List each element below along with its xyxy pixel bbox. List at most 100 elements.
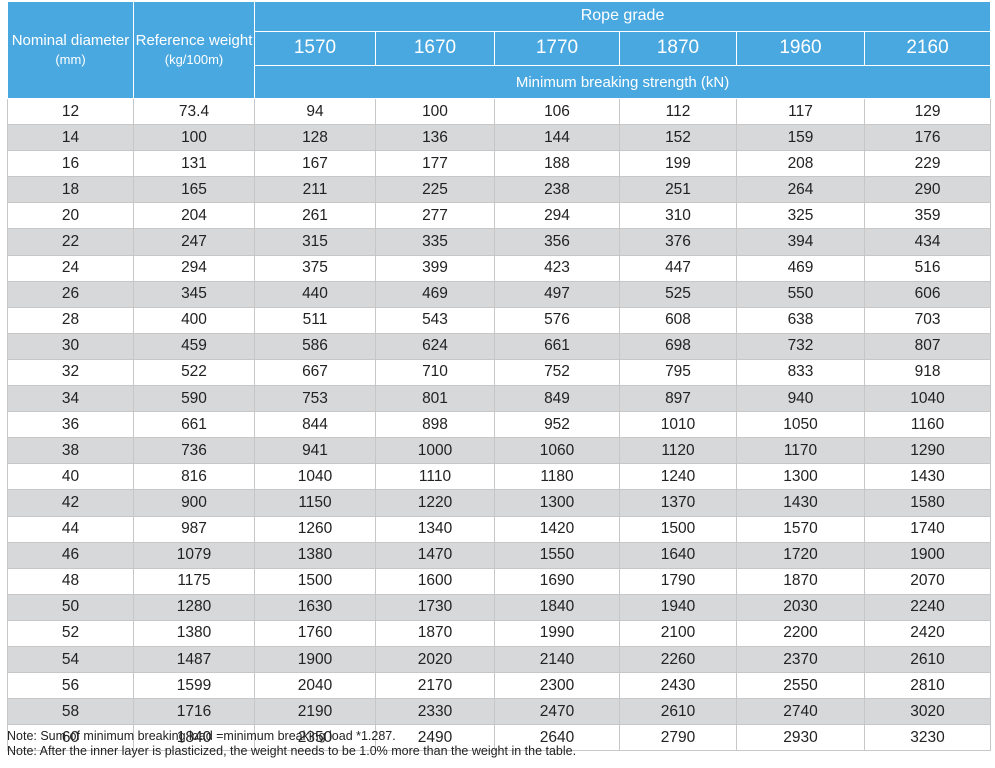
table-row: 14 100 128 136 144 152 159 176 [7, 124, 992, 152]
min-breaking-strength-header: Minimum breaking strength (kN) [253, 65, 992, 99]
table-row: 60 1840 2350 2490 2640 2790 2930 3230 [7, 724, 992, 752]
cell-grade-1570: 2190 [254, 698, 376, 726]
cell-reference-weight: 294 [133, 254, 255, 282]
cell-grade-2160: 606 [863, 280, 992, 308]
cell-grade-1870: 199 [619, 150, 737, 178]
rope-grade-header: Rope grade [253, 1, 992, 32]
cell-grade-1670: 543 [375, 306, 495, 334]
cell-grade-2160: 434 [863, 228, 992, 256]
cell-grade-1960: 469 [736, 254, 865, 282]
cell-reference-weight: 1380 [133, 619, 255, 647]
cell-grade-1870: 1010 [619, 411, 737, 439]
cell-grade-1770: 238 [494, 176, 620, 204]
table-row: 42 900 1150 1220 1300 1370 1430 1580 [7, 489, 992, 517]
cell-nominal-diameter: 52 [7, 619, 134, 647]
cell-nominal-diameter: 18 [7, 176, 134, 204]
cell-grade-1770: 188 [494, 150, 620, 178]
table-row: 58 1716 2190 2330 2470 2610 2740 3020 [7, 698, 992, 726]
cell-grade-1960: 394 [736, 228, 865, 256]
cell-nominal-diameter: 56 [7, 672, 134, 700]
cell-reference-weight: 204 [133, 202, 255, 230]
rope-spec-table: Nominal diameter (mm) Reference weight (… [7, 1, 992, 752]
cell-grade-1960: 732 [736, 332, 865, 360]
cell-grade-1770: 294 [494, 202, 620, 230]
cell-nominal-diameter: 46 [7, 541, 134, 569]
cell-nominal-diameter: 22 [7, 228, 134, 256]
cell-grade-2160: 229 [863, 150, 992, 178]
cell-grade-1960: 550 [736, 280, 865, 308]
cell-grade-1870: 251 [619, 176, 737, 204]
cell-grade-1570: 375 [254, 254, 376, 282]
cell-grade-1870: 608 [619, 306, 737, 334]
cell-grade-1670: 2330 [375, 698, 495, 726]
reference-weight-label: Reference weight [135, 32, 253, 49]
cell-grade-2160: 2610 [863, 645, 992, 674]
cell-reference-weight: 400 [133, 306, 255, 334]
cell-grade-1770: 952 [494, 411, 620, 439]
cell-grade-1670: 624 [375, 332, 495, 360]
cell-grade-1770: 1690 [494, 567, 620, 595]
cell-nominal-diameter: 48 [7, 567, 134, 595]
cell-grade-1670: 177 [375, 150, 495, 178]
table-header: Nominal diameter (mm) Reference weight (… [7, 1, 992, 99]
cell-grade-1870: 1640 [619, 541, 737, 569]
cell-grade-1570: 511 [254, 306, 376, 334]
table-row: 22 247 315 335 356 376 394 434 [7, 228, 992, 256]
cell-grade-1770: 497 [494, 280, 620, 308]
cell-grade-1960: 2930 [736, 724, 865, 752]
cell-grade-2160: 1900 [863, 541, 992, 569]
table-row: 26 345 440 469 497 525 550 606 [7, 280, 992, 308]
cell-grade-1870: 447 [619, 254, 737, 282]
table-row: 24 294 375 399 423 447 469 516 [7, 254, 992, 282]
cell-nominal-diameter: 24 [7, 254, 134, 282]
cell-grade-1870: 2790 [619, 724, 737, 752]
table-row: 18 165 211 225 238 251 264 290 [7, 176, 992, 204]
cell-nominal-diameter: 58 [7, 698, 134, 726]
cell-grade-1870: 2100 [619, 619, 737, 647]
cell-grade-1570: 1380 [254, 541, 376, 569]
cell-grade-1570: 667 [254, 358, 376, 387]
cell-grade-1770: 1550 [494, 541, 620, 569]
table-row: 16 131 167 177 188 199 208 229 [7, 150, 992, 178]
cell-grade-1960: 940 [736, 385, 865, 413]
cell-nominal-diameter: 38 [7, 437, 134, 465]
cell-grade-2160: 703 [863, 306, 992, 334]
cell-grade-1870: 525 [619, 280, 737, 308]
table-row: 36 661 844 898 952 1010 1050 1160 [7, 411, 992, 439]
cell-grade-1960: 2740 [736, 698, 865, 726]
cell-grade-1960: 1050 [736, 411, 865, 439]
cell-grade-1960: 2550 [736, 672, 865, 700]
cell-grade-1570: 2040 [254, 672, 376, 700]
cell-grade-1670: 335 [375, 228, 495, 256]
cell-reference-weight: 165 [133, 176, 255, 204]
cell-grade-1960: 638 [736, 306, 865, 334]
cell-grade-2160: 1740 [863, 515, 992, 543]
cell-grade-1670: 1730 [375, 593, 495, 621]
cell-nominal-diameter: 44 [7, 515, 134, 543]
cell-grade-1870: 1940 [619, 593, 737, 621]
cell-grade-1770: 2300 [494, 672, 620, 700]
cell-grade-1870: 2430 [619, 672, 737, 700]
cell-grade-1670: 1000 [375, 437, 495, 465]
cell-grade-1570: 941 [254, 437, 376, 465]
reference-weight-header: Reference weight (kg/100m) [133, 1, 255, 99]
cell-grade-1670: 898 [375, 411, 495, 439]
cell-grade-1570: 261 [254, 202, 376, 230]
cell-grade-1960: 2370 [736, 645, 865, 674]
cell-grade-1960: 2200 [736, 619, 865, 647]
cell-grade-1770: 106 [494, 97, 620, 126]
cell-grade-2160: 918 [863, 358, 992, 387]
cell-grade-1960: 325 [736, 202, 865, 230]
cell-grade-1670: 2020 [375, 645, 495, 674]
cell-grade-1960: 208 [736, 150, 865, 178]
cell-reference-weight: 1079 [133, 541, 255, 569]
table-row: 56 1599 2040 2170 2300 2430 2550 2810 [7, 672, 992, 700]
cell-nominal-diameter: 34 [7, 385, 134, 413]
cell-nominal-diameter: 40 [7, 463, 134, 491]
cell-grade-2160: 129 [863, 97, 992, 126]
grade-header-1570: 1570 [254, 30, 376, 67]
cell-nominal-diameter: 60 [7, 724, 134, 752]
cell-grade-1670: 469 [375, 280, 495, 308]
cell-grade-1870: 152 [619, 124, 737, 152]
cell-grade-1960: 1870 [736, 567, 865, 595]
